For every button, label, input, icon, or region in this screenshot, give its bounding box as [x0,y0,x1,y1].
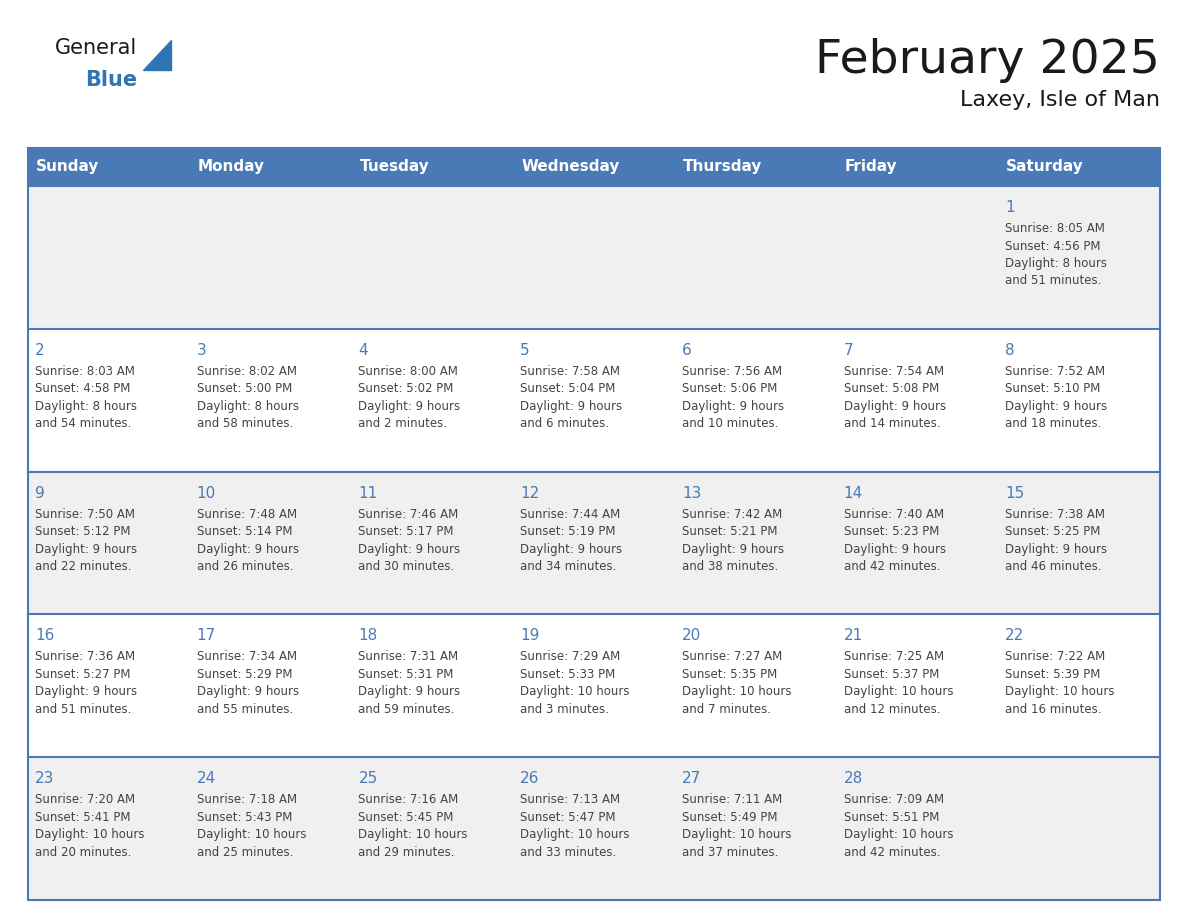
Text: Thursday: Thursday [683,160,763,174]
Text: Sunrise: 7:46 AM
Sunset: 5:17 PM
Daylight: 9 hours
and 30 minutes.: Sunrise: 7:46 AM Sunset: 5:17 PM Dayligh… [359,508,461,573]
Text: 1: 1 [1005,200,1015,215]
Text: Sunrise: 7:36 AM
Sunset: 5:27 PM
Daylight: 9 hours
and 51 minutes.: Sunrise: 7:36 AM Sunset: 5:27 PM Dayligh… [34,650,137,716]
Text: 21: 21 [843,629,862,644]
Text: Sunrise: 7:44 AM
Sunset: 5:19 PM
Daylight: 9 hours
and 34 minutes.: Sunrise: 7:44 AM Sunset: 5:19 PM Dayligh… [520,508,623,573]
Text: February 2025: February 2025 [815,38,1159,83]
Bar [29,148,1159,900]
Text: Sunrise: 7:52 AM
Sunset: 5:10 PM
Daylight: 9 hours
and 18 minutes.: Sunrise: 7:52 AM Sunset: 5:10 PM Dayligh… [1005,364,1107,431]
Text: 4: 4 [359,342,368,358]
Text: Sunday: Sunday [36,160,100,174]
Text: 22: 22 [1005,629,1024,644]
Text: Sunrise: 7:38 AM
Sunset: 5:25 PM
Daylight: 9 hours
and 46 minutes.: Sunrise: 7:38 AM Sunset: 5:25 PM Dayligh… [1005,508,1107,573]
Bar [29,614,1159,757]
Text: 2: 2 [34,342,45,358]
Text: Sunrise: 7:18 AM
Sunset: 5:43 PM
Daylight: 10 hours
and 25 minutes.: Sunrise: 7:18 AM Sunset: 5:43 PM Dayligh… [197,793,307,858]
Text: 16: 16 [34,629,55,644]
Text: Sunrise: 8:00 AM
Sunset: 5:02 PM
Daylight: 9 hours
and 2 minutes.: Sunrise: 8:00 AM Sunset: 5:02 PM Dayligh… [359,364,461,431]
Text: 14: 14 [843,486,862,500]
Text: Sunrise: 7:50 AM
Sunset: 5:12 PM
Daylight: 9 hours
and 22 minutes.: Sunrise: 7:50 AM Sunset: 5:12 PM Dayligh… [34,508,137,573]
Text: General: General [55,38,138,58]
Text: 24: 24 [197,771,216,786]
Text: Sunrise: 7:48 AM
Sunset: 5:14 PM
Daylight: 9 hours
and 26 minutes.: Sunrise: 7:48 AM Sunset: 5:14 PM Dayligh… [197,508,299,573]
Text: Saturday: Saturday [1006,160,1083,174]
Text: 9: 9 [34,486,45,500]
Text: Sunrise: 7:42 AM
Sunset: 5:21 PM
Daylight: 9 hours
and 38 minutes.: Sunrise: 7:42 AM Sunset: 5:21 PM Dayligh… [682,508,784,573]
Text: 5: 5 [520,342,530,358]
Text: 20: 20 [682,629,701,644]
Text: 13: 13 [682,486,701,500]
Text: 19: 19 [520,629,539,644]
Bar [29,329,1159,472]
Text: Tuesday: Tuesday [360,160,429,174]
Text: Sunrise: 7:13 AM
Sunset: 5:47 PM
Daylight: 10 hours
and 33 minutes.: Sunrise: 7:13 AM Sunset: 5:47 PM Dayligh… [520,793,630,858]
Text: Monday: Monday [197,160,265,174]
Bar [29,472,1159,614]
Text: Sunrise: 7:29 AM
Sunset: 5:33 PM
Daylight: 10 hours
and 3 minutes.: Sunrise: 7:29 AM Sunset: 5:33 PM Dayligh… [520,650,630,716]
Text: 10: 10 [197,486,216,500]
Text: Sunrise: 7:22 AM
Sunset: 5:39 PM
Daylight: 10 hours
and 16 minutes.: Sunrise: 7:22 AM Sunset: 5:39 PM Dayligh… [1005,650,1114,716]
Text: Sunrise: 7:40 AM
Sunset: 5:23 PM
Daylight: 9 hours
and 42 minutes.: Sunrise: 7:40 AM Sunset: 5:23 PM Dayligh… [843,508,946,573]
Text: Blue: Blue [86,70,137,90]
Text: 27: 27 [682,771,701,786]
Polygon shape [143,40,171,70]
Text: 8: 8 [1005,342,1015,358]
Text: Sunrise: 7:25 AM
Sunset: 5:37 PM
Daylight: 10 hours
and 12 minutes.: Sunrise: 7:25 AM Sunset: 5:37 PM Dayligh… [843,650,953,716]
Text: 12: 12 [520,486,539,500]
Text: 15: 15 [1005,486,1024,500]
Bar [29,148,1159,186]
Bar [29,757,1159,900]
Text: Sunrise: 7:27 AM
Sunset: 5:35 PM
Daylight: 10 hours
and 7 minutes.: Sunrise: 7:27 AM Sunset: 5:35 PM Dayligh… [682,650,791,716]
Text: Sunrise: 7:11 AM
Sunset: 5:49 PM
Daylight: 10 hours
and 37 minutes.: Sunrise: 7:11 AM Sunset: 5:49 PM Dayligh… [682,793,791,858]
Text: Laxey, Isle of Man: Laxey, Isle of Man [960,90,1159,110]
Text: 11: 11 [359,486,378,500]
Text: 17: 17 [197,629,216,644]
Text: 3: 3 [197,342,207,358]
Text: Sunrise: 7:31 AM
Sunset: 5:31 PM
Daylight: 9 hours
and 59 minutes.: Sunrise: 7:31 AM Sunset: 5:31 PM Dayligh… [359,650,461,716]
Text: Sunrise: 7:09 AM
Sunset: 5:51 PM
Daylight: 10 hours
and 42 minutes.: Sunrise: 7:09 AM Sunset: 5:51 PM Dayligh… [843,793,953,858]
Text: Sunrise: 8:03 AM
Sunset: 4:58 PM
Daylight: 8 hours
and 54 minutes.: Sunrise: 8:03 AM Sunset: 4:58 PM Dayligh… [34,364,137,431]
Text: Wednesday: Wednesday [522,160,619,174]
Text: Sunrise: 7:20 AM
Sunset: 5:41 PM
Daylight: 10 hours
and 20 minutes.: Sunrise: 7:20 AM Sunset: 5:41 PM Dayligh… [34,793,145,858]
Bar [29,186,1159,329]
Text: 25: 25 [359,771,378,786]
Text: 26: 26 [520,771,539,786]
Text: 18: 18 [359,629,378,644]
Text: Sunrise: 8:05 AM
Sunset: 4:56 PM
Daylight: 8 hours
and 51 minutes.: Sunrise: 8:05 AM Sunset: 4:56 PM Dayligh… [1005,222,1107,287]
Text: 6: 6 [682,342,691,358]
Text: Sunrise: 7:34 AM
Sunset: 5:29 PM
Daylight: 9 hours
and 55 minutes.: Sunrise: 7:34 AM Sunset: 5:29 PM Dayligh… [197,650,299,716]
Text: Sunrise: 7:16 AM
Sunset: 5:45 PM
Daylight: 10 hours
and 29 minutes.: Sunrise: 7:16 AM Sunset: 5:45 PM Dayligh… [359,793,468,858]
Text: 28: 28 [843,771,862,786]
Text: Sunrise: 7:58 AM
Sunset: 5:04 PM
Daylight: 9 hours
and 6 minutes.: Sunrise: 7:58 AM Sunset: 5:04 PM Dayligh… [520,364,623,431]
Text: Sunrise: 8:02 AM
Sunset: 5:00 PM
Daylight: 8 hours
and 58 minutes.: Sunrise: 8:02 AM Sunset: 5:00 PM Dayligh… [197,364,298,431]
Text: 7: 7 [843,342,853,358]
Text: Friday: Friday [845,160,897,174]
Text: 23: 23 [34,771,55,786]
Text: Sunrise: 7:56 AM
Sunset: 5:06 PM
Daylight: 9 hours
and 10 minutes.: Sunrise: 7:56 AM Sunset: 5:06 PM Dayligh… [682,364,784,431]
Text: Sunrise: 7:54 AM
Sunset: 5:08 PM
Daylight: 9 hours
and 14 minutes.: Sunrise: 7:54 AM Sunset: 5:08 PM Dayligh… [843,364,946,431]
